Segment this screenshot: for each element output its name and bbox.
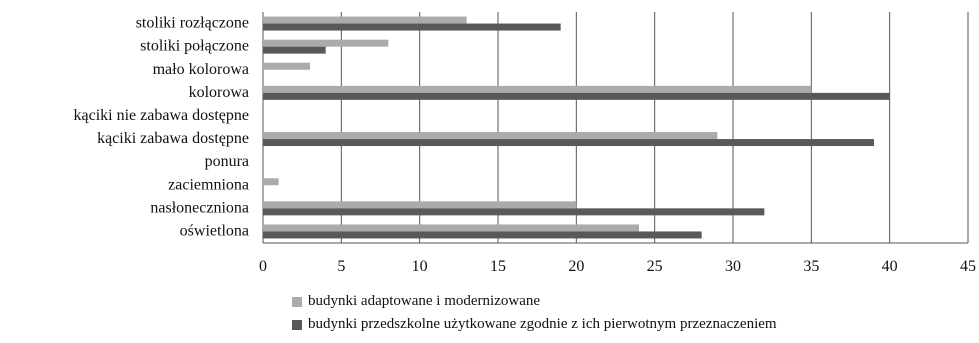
legend: budynki adaptowane i modernizowane budyn… (292, 290, 777, 336)
legend-label-series-2: budynki przedszkolne użytkowane zgodnie … (308, 316, 777, 332)
x-tick-label: 0 (259, 258, 267, 275)
legend-swatch-series-1 (292, 296, 302, 307)
x-tick-label: 45 (960, 258, 976, 275)
bar-series-1 (263, 16, 467, 24)
bar-series-2 (263, 46, 326, 54)
category-label: zaciemniona (168, 176, 249, 193)
x-tick-label: 25 (647, 258, 663, 275)
bar-series-2 (263, 23, 561, 31)
x-tick-label: 30 (725, 258, 741, 275)
category-label: kąciki zabawa dostępne (97, 130, 249, 147)
legend-item-series-1: budynki adaptowane i modernizowane (292, 290, 777, 313)
bar-series-1 (263, 178, 279, 186)
x-tick-label: 20 (568, 258, 584, 275)
category-label: stoliki rozłączone (136, 15, 249, 32)
bar-series-2 (263, 139, 874, 147)
bar-series-1 (263, 132, 718, 140)
legend-item-series-2: budynki przedszkolne użytkowane zgodnie … (292, 313, 777, 336)
category-label: stoliki połączone (140, 38, 249, 55)
x-tick-label: 15 (490, 258, 506, 275)
bar-series-2 (263, 208, 765, 216)
bar-series-1 (263, 39, 389, 47)
x-tick-label: 40 (882, 258, 898, 275)
legend-label-series-1: budynki adaptowane i modernizowane (308, 293, 541, 309)
category-label: kolorowa (189, 84, 249, 101)
legend-swatch-series-2 (292, 319, 302, 330)
bar-series-1 (263, 85, 812, 93)
bar-series-1 (263, 62, 310, 70)
bar-series-2 (263, 92, 890, 100)
category-label: ponura (205, 153, 249, 170)
x-tick-label: 10 (412, 258, 428, 275)
bar-series-1 (263, 224, 639, 232)
category-label: nasłoneczniona (150, 199, 249, 216)
category-label: mało kolorowa (153, 61, 249, 78)
x-tick-label: 5 (337, 258, 345, 275)
category-label: kąciki nie zabawa dostępne (74, 107, 249, 124)
bar-series-1 (263, 201, 577, 209)
x-tick-label: 35 (803, 258, 819, 275)
bar-series-2 (263, 231, 702, 239)
category-label: oświetlona (180, 222, 249, 239)
